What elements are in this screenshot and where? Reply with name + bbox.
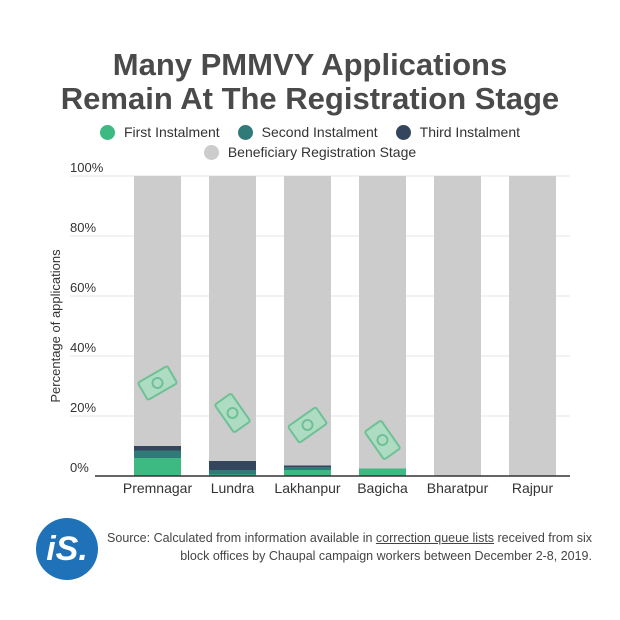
legend-swatch-first-instalment: [99, 124, 115, 140]
source-suffix: received from six block offices by Chaup…: [180, 531, 592, 563]
bar-segment: [134, 176, 181, 446]
legend-label-registration: Beneficiary Registration Stage: [227, 144, 417, 160]
title-line-2: Remain At The Registration Stage: [60, 81, 560, 116]
legend-item-first-instalment: First Instalment: [99, 124, 220, 140]
bar-segment: [359, 468, 406, 476]
x-tick-label: Lundra: [211, 480, 255, 496]
legend-item-second-instalment: Second Instalment: [237, 124, 378, 140]
money-note-body: [364, 420, 401, 460]
decorations: [137, 365, 401, 460]
title-line-1: Many PMMVY Applications: [112, 47, 508, 82]
money-note-body: [287, 406, 328, 444]
y-tick-label: 20%: [70, 400, 96, 415]
y-tick-label: 100%: [70, 160, 104, 175]
money-note-center: [301, 419, 314, 431]
money-note-center: [151, 377, 164, 389]
bars: [134, 176, 556, 476]
legend-label-third-instalment: Third Instalment: [419, 124, 521, 140]
bar-segment: [134, 458, 181, 476]
bar-segment: [509, 176, 556, 476]
y-tick-label: 0%: [70, 460, 89, 475]
y-tick-label: 60%: [70, 280, 96, 295]
source-link[interactable]: correction queue lists: [375, 531, 495, 545]
source-prefix: Source: Calculated from information avai…: [107, 531, 376, 545]
chart-title: Many PMMVY Applications Remain At The Re…: [0, 48, 620, 116]
bar-segment: [284, 467, 331, 470]
y-axis-label: Percentage of applications: [48, 249, 63, 403]
indiaspend-logo: iS.: [36, 518, 98, 580]
axes: 0% 20% 40% 60% 80% 100% Percentage of applicat…: [48, 160, 570, 496]
bar-segment: [284, 465, 331, 467]
money-note-icon: [287, 406, 328, 444]
bar-segment: [359, 176, 406, 469]
legend-swatch-registration: [203, 144, 219, 160]
legend-item-registration: Beneficiary Registration Stage: [203, 144, 417, 160]
x-tick-label: Rajpur: [512, 480, 554, 496]
y-tick-label: 80%: [70, 220, 96, 235]
money-note-icon: [364, 420, 401, 460]
bar-segment: [209, 461, 256, 470]
money-note-icon: [137, 365, 178, 401]
bar-segment: [284, 470, 331, 476]
legend-label-second-instalment: Second Instalment: [261, 124, 378, 140]
bar-segment: [209, 470, 256, 475]
money-note-icon: [214, 393, 251, 433]
legend-item-third-instalment: Third Instalment: [395, 124, 521, 140]
legend-row-1: First Instalment Second Instalment Third…: [0, 122, 620, 142]
money-note-center: [376, 434, 389, 446]
money-note-body: [214, 393, 251, 433]
stacked-bar-chart: 0% 20% 40% 60% 80% 100% Percentage of applicat…: [48, 160, 570, 496]
legend-swatch-second-instalment: [237, 124, 253, 140]
legend-label-first-instalment: First Instalment: [123, 124, 220, 140]
money-note-center: [226, 407, 239, 419]
money-note-body: [137, 365, 178, 401]
legend-swatch-third-instalment: [395, 124, 411, 140]
legend-row-2: Beneficiary Registration Stage: [0, 142, 620, 162]
legend: First Instalment Second Instalment Third…: [0, 122, 620, 162]
x-tick-label: Bagicha: [357, 480, 408, 496]
bar-segment: [134, 450, 181, 458]
source-note: Source: Calculated from information avai…: [106, 529, 592, 565]
x-tick-label: Lakhanpur: [274, 480, 341, 496]
bar-segment: [434, 176, 481, 476]
bar-segment: [134, 446, 181, 451]
x-tick-label: Bharatpur: [427, 480, 489, 496]
y-tick-label: 40%: [70, 340, 96, 355]
x-tick-label: Premnagar: [123, 480, 193, 496]
